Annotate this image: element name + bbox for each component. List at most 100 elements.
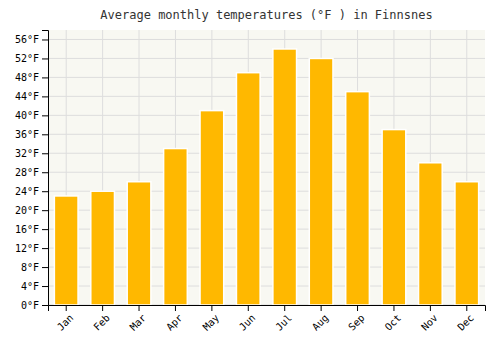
x-tick: Feb: [91, 305, 112, 333]
y-axis-line: [42, 31, 49, 306]
y-axis: 0°F4°F8°F12°F16°F20°F24°F28°F32°F36°F40°…: [15, 31, 49, 311]
x-tick: Mar: [128, 305, 149, 333]
x-tick: Sep: [346, 305, 367, 333]
y-tick-label: 36°F: [15, 129, 39, 140]
y-tick: 12°F: [15, 243, 48, 254]
y-tick-mark: [42, 77, 48, 78]
title: Average monthly temperatures (°F ) in Fi…: [100, 8, 432, 22]
y-tick: 16°F: [15, 224, 48, 235]
y-tick-mark: [42, 58, 48, 59]
x-tick-label: Nov: [419, 312, 440, 333]
x-tick-mark: [284, 305, 285, 311]
x-tick-mark: [211, 305, 212, 311]
y-tick-label: 16°F: [15, 224, 39, 235]
x-tick-mark: [430, 305, 431, 311]
x-tick: Aug: [310, 305, 331, 333]
x-tick-mark: [102, 305, 103, 311]
y-tick: 44°F: [15, 91, 48, 102]
bar: [382, 130, 406, 305]
x-tick: Jun: [237, 305, 258, 333]
y-tick-mark: [42, 134, 48, 135]
x-tick-mark: [466, 305, 467, 311]
bar: [273, 49, 297, 305]
y-tick-mark: [42, 172, 48, 173]
bar: [236, 73, 260, 305]
x-tick-label: Oct: [383, 312, 404, 333]
x-tick-label: Jun: [237, 312, 258, 333]
y-tick-label: 4°F: [21, 281, 39, 292]
y-tick-mark: [42, 305, 48, 306]
bar: [164, 149, 188, 305]
y-tick-label: 20°F: [15, 205, 39, 216]
y-tick-mark: [42, 267, 48, 268]
x-tick-label: May: [201, 312, 222, 333]
y-grid-line: [48, 77, 485, 78]
bar: [91, 191, 115, 305]
bar: [419, 163, 443, 305]
y-tick-label: 0°F: [21, 300, 39, 311]
x-tick-label: Sep: [346, 312, 367, 333]
y-tick-mark: [42, 210, 48, 211]
x-tick-label: Aug: [310, 312, 331, 333]
y-tick-label: 56°F: [15, 34, 39, 45]
y-tick-mark: [42, 153, 48, 154]
bar: [309, 58, 333, 305]
y-tick: 32°F: [15, 148, 48, 159]
x-tick-mark: [248, 305, 249, 311]
plot-background: [48, 30, 485, 305]
y-tick: 56°F: [15, 34, 48, 45]
y-tick-label: 32°F: [15, 148, 39, 159]
y-tick-label: 52°F: [15, 53, 39, 64]
y-tick: 36°F: [15, 129, 48, 140]
x-tick-mark: [357, 305, 358, 311]
y-tick-label: 8°F: [21, 262, 39, 273]
y-grid-line: [48, 153, 485, 154]
y-tick-label: 12°F: [15, 243, 39, 254]
x-tick: Apr: [164, 305, 185, 333]
x-tick-label: Mar: [128, 312, 149, 333]
bar: [455, 182, 479, 305]
y-grid-line: [48, 96, 485, 97]
y-tick: 0°F: [21, 300, 48, 311]
y-grid-line: [48, 39, 485, 40]
y-tick: 28°F: [15, 167, 48, 178]
y-grid-line: [48, 134, 485, 135]
bar: [200, 111, 224, 305]
y-tick: 8°F: [21, 262, 48, 273]
x-axis-line: [49, 306, 486, 312]
x-axis: Jan Feb Mar Apr May Jun Jul Aug Sep Oct Nov Dec: [49, 305, 486, 333]
x-tick-mark: [139, 305, 140, 311]
x-tick-label: Jul: [273, 312, 294, 333]
y-tick-mark: [42, 96, 48, 97]
y-tick-mark: [42, 191, 48, 192]
bars: [54, 49, 478, 305]
y-tick-mark: [42, 229, 48, 230]
y-tick: 20°F: [15, 205, 48, 216]
x-tick-label: Apr: [164, 312, 185, 333]
y-tick-label: 40°F: [15, 110, 39, 121]
y-tick-mark: [42, 39, 48, 40]
x-tick: Oct: [383, 305, 404, 333]
y-tick: 40°F: [15, 110, 48, 121]
y-tick: 48°F: [15, 72, 48, 83]
x-tick: Jan: [55, 305, 76, 333]
bar: [127, 182, 151, 305]
x-tick: Jul: [273, 305, 294, 333]
y-tick-label: 44°F: [15, 91, 39, 102]
x-tick-label: Jan: [55, 312, 76, 333]
y-tick-mark: [42, 248, 48, 249]
y-grid-line: [48, 58, 485, 59]
y-tick-label: 48°F: [15, 72, 39, 83]
x-tick: Nov: [419, 305, 440, 333]
bar: [54, 196, 78, 305]
x-tick-label: Dec: [455, 312, 476, 333]
y-tick-label: 28°F: [15, 167, 39, 178]
x-tick-mark: [321, 305, 322, 311]
x-tick-mark: [175, 305, 176, 311]
y-tick-mark: [42, 115, 48, 116]
y-tick: 4°F: [21, 281, 48, 292]
x-tick: May: [201, 305, 222, 333]
plot: 0°F4°F8°F12°F16°F20°F24°F28°F32°F36°F40°…: [15, 30, 486, 333]
bar: [346, 92, 370, 305]
x-tick-label: Feb: [91, 312, 112, 333]
